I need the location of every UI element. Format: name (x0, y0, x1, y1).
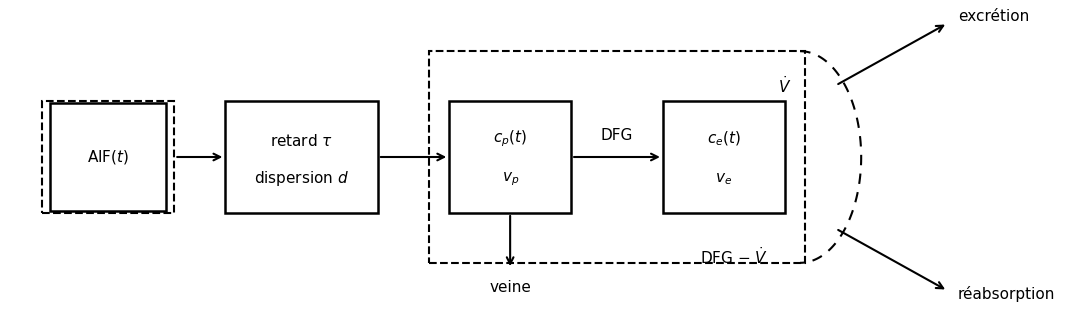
Text: $\dot{V}$: $\dot{V}$ (779, 75, 791, 96)
FancyBboxPatch shape (449, 101, 571, 213)
Text: DFG $-$ $\dot{V}$: DFG $-$ $\dot{V}$ (700, 246, 768, 267)
Text: AIF($t$): AIF($t$) (88, 148, 129, 166)
FancyBboxPatch shape (50, 104, 167, 210)
FancyBboxPatch shape (225, 101, 378, 213)
FancyBboxPatch shape (663, 101, 785, 213)
Text: $c_e(t)$: $c_e(t)$ (707, 129, 741, 148)
FancyBboxPatch shape (42, 101, 174, 213)
Text: réabsorption: réabsorption (958, 286, 1055, 302)
Text: $v_e$: $v_e$ (716, 171, 733, 187)
Text: $c_p(t)$: $c_p(t)$ (493, 128, 528, 149)
FancyBboxPatch shape (428, 51, 805, 263)
Text: veine: veine (489, 280, 531, 295)
Text: $v_p$: $v_p$ (502, 170, 519, 187)
Text: DFG: DFG (601, 128, 633, 143)
Text: dispersion $d$: dispersion $d$ (254, 169, 349, 188)
Text: excrétion: excrétion (958, 9, 1030, 24)
Text: retard $\tau$: retard $\tau$ (270, 133, 333, 149)
